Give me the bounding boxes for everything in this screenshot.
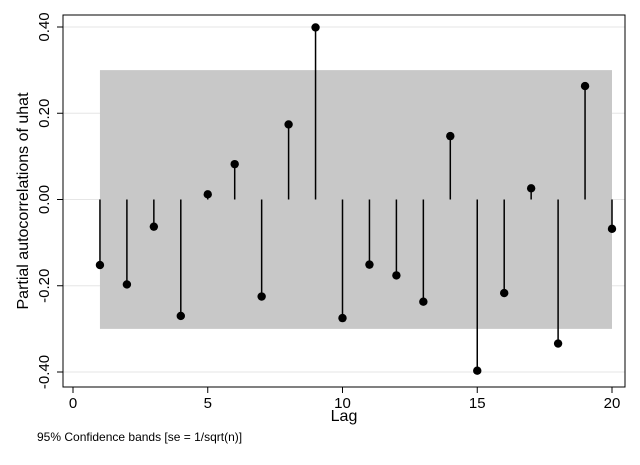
data-point (500, 288, 509, 298)
y-tick-label: 0.20 (36, 99, 53, 128)
data-point (95, 260, 105, 270)
x-tick-label: 5 (204, 395, 212, 412)
data-point (473, 366, 482, 375)
y-tick-label: -0.20 (36, 269, 53, 303)
data-point (419, 297, 428, 306)
data-point (580, 81, 590, 91)
data-point (365, 260, 374, 269)
data-point (257, 292, 266, 301)
x-tick-label: 10 (334, 395, 351, 412)
plot-frame (62, 14, 626, 388)
data-point (338, 313, 347, 323)
data-point (607, 224, 617, 234)
data-point (149, 222, 159, 231)
spike-series (95, 23, 617, 375)
confidence-band (99, 70, 612, 329)
y-tick-label: 0.40 (36, 12, 53, 41)
x-tick-label: 0 (69, 395, 77, 412)
x-tick-label: 20 (604, 395, 621, 412)
data-point (553, 339, 563, 348)
confidence-band-note: 95% Confidence bands [se = 1/sqrt(n)] (37, 430, 243, 444)
data-point (392, 271, 401, 280)
data-point (446, 131, 455, 141)
y-tick-label: 0.00 (36, 185, 53, 214)
y-tick-label: -0.40 (36, 355, 53, 389)
data-point (122, 280, 132, 289)
data-point (230, 159, 239, 169)
x-tick-label: 15 (469, 395, 486, 412)
x-axis-title: Lag (331, 408, 358, 425)
y-axis: -0.40 -0.20 0.00 0.20 0.40 (36, 12, 63, 389)
data-point (311, 23, 320, 32)
data-point (526, 184, 536, 193)
y-axis-title: Partial autocorrelations of uhat (15, 92, 32, 310)
data-point (176, 311, 185, 321)
data-point (284, 120, 293, 129)
x-axis: 0 5 10 15 20 (69, 387, 621, 412)
data-point (203, 190, 212, 199)
